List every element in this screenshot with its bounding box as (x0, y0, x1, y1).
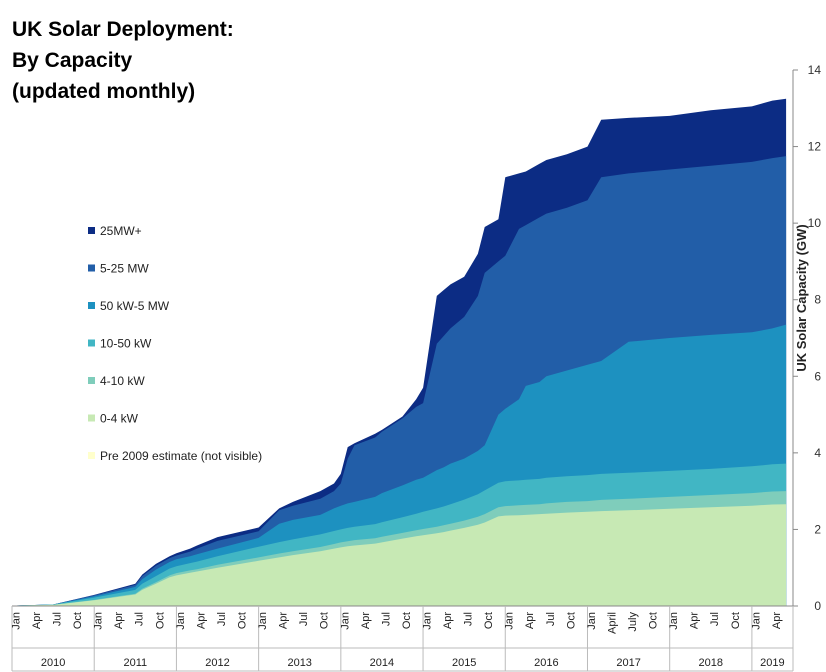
month-tick-label: Apr (442, 612, 454, 629)
month-tick-label: Oct (565, 612, 577, 629)
legend-label: Pre 2009 estimate (not visible) (100, 449, 262, 463)
year-label: 2014 (370, 657, 394, 669)
month-tick-label: July (627, 612, 639, 632)
month-tick-label: Jul (298, 612, 310, 626)
legend-item-0-4-kw: 0-4 kW (88, 412, 139, 426)
y-tick-label: 8 (814, 293, 821, 307)
month-tick-label: Jan (93, 612, 105, 630)
month-tick-label: Oct (730, 612, 742, 629)
month-tick-label: Jan (668, 612, 680, 630)
month-tick-label: Jul (216, 612, 228, 626)
month-tick-label: Jul (463, 612, 475, 626)
legend-swatch (88, 377, 95, 384)
y-tick-label: 2 (814, 522, 821, 536)
month-tick-label: Jan (750, 612, 762, 630)
month-tick-label: Apr (113, 612, 125, 629)
legend-swatch (88, 302, 95, 309)
month-tick-label: Apr (360, 612, 372, 629)
legend-item-4-10-kw: 4-10 kW (88, 374, 145, 388)
y-axis: 0 2 4 6 8 10 12 14 (792, 63, 822, 613)
legend-item-10-50-kw: 10-50 kW (88, 337, 152, 351)
legend-label: 0-4 kW (100, 412, 139, 426)
y-tick-label: 6 (814, 369, 821, 383)
month-tick-label: Oct (319, 612, 331, 629)
month-tick-label: Jan (422, 612, 434, 630)
year-label: 2019 (760, 657, 784, 669)
y-axis-title: UK Solar Capacity (GW) (794, 224, 809, 371)
month-tick-label: Jul (52, 612, 64, 626)
chart-title-line-3: (updated monthly) (12, 80, 196, 103)
year-label: 2010 (41, 657, 65, 669)
month-tick-label: Oct (648, 612, 660, 629)
legend-swatch (88, 264, 95, 272)
month-tick-label: Oct (401, 612, 413, 629)
year-label: 2012 (205, 657, 229, 669)
area-series-group (12, 98, 787, 606)
month-tick-label: Jul (709, 612, 721, 626)
chart-title-line-2: By Capacity (12, 49, 133, 72)
month-tick-label: Jul (545, 612, 557, 626)
month-tick-label: Jan (339, 612, 351, 630)
month-tick-label: Oct (237, 612, 249, 629)
legend: 25MW+ 5-25 MW 50 kW-5 MW 10-50 kW 4-10 kW 0-4… (88, 224, 262, 463)
month-tick-label: Jan (257, 612, 269, 630)
month-tick-label: Jul (380, 612, 392, 626)
year-label: 2016 (534, 657, 558, 669)
month-tick-label: Apr (195, 612, 207, 629)
legend-item-pre-2009-estimate-not-visible: Pre 2009 estimate (not visible) (88, 449, 262, 463)
month-tick-label: Oct (483, 612, 495, 629)
x-axis: Jan Apr Jul Oct Jan Apr Jul Oct Jan Apr Jul Oct Jan A… (10, 605, 794, 672)
month-tick-label: Apr (689, 612, 701, 629)
year-label: 2013 (287, 657, 311, 669)
y-tick-label: 4 (814, 446, 821, 460)
year-label: 2017 (616, 657, 640, 669)
month-tick-label: Oct (72, 612, 84, 629)
month-tick-label: Apr (524, 612, 536, 629)
month-tick-label: Oct (154, 612, 166, 629)
legend-swatch (88, 452, 95, 459)
y-tick-label: 10 (808, 216, 822, 230)
legend-swatch (88, 227, 95, 234)
legend-label: 25MW+ (100, 224, 142, 238)
legend-item-25mw: 25MW+ (88, 224, 142, 238)
legend-label: 5-25 MW (100, 262, 149, 276)
year-label: 2018 (699, 657, 723, 669)
month-tick-label: Jan (504, 612, 516, 630)
chart-title-line-1: UK Solar Deployment: (12, 18, 234, 41)
y-tick-label: 12 (808, 140, 822, 154)
month-tick-label: Apr (771, 612, 783, 629)
area-0-4-kw (12, 504, 787, 606)
year-label: 2015 (452, 657, 476, 669)
y-tick-label: 0 (814, 599, 821, 613)
chart-title: UK Solar Deployment: By Capacity (update… (12, 14, 234, 107)
month-tick-label: Jan (10, 612, 22, 630)
month-tick-label: Jul (134, 612, 146, 626)
legend-label: 10-50 kW (100, 337, 152, 351)
year-label: 2011 (123, 657, 147, 669)
legend-swatch (88, 414, 95, 422)
month-tick-label: Jan (586, 612, 598, 630)
legend-item-50-kw-5-mw: 50 kW-5 MW (88, 299, 170, 313)
legend-label: 4-10 kW (100, 374, 145, 388)
y-tick-label: 14 (808, 63, 822, 77)
legend-item-5-25-mw: 5-25 MW (88, 262, 149, 276)
month-tick-label: Apr (278, 612, 290, 629)
month-tick-label: April (607, 612, 619, 634)
month-tick-label: Apr (31, 612, 43, 629)
month-tick-label: Jan (175, 612, 187, 630)
legend-swatch (88, 339, 95, 347)
legend-label: 50 kW-5 MW (100, 299, 170, 313)
